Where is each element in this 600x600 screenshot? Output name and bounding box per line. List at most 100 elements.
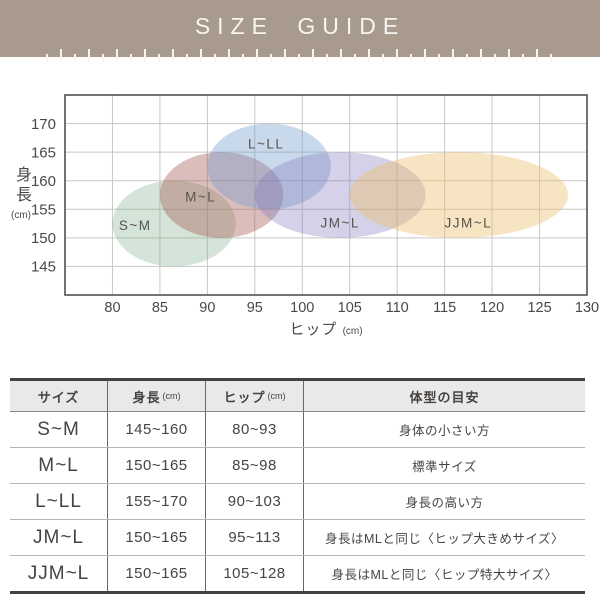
table-header-row: サイズ 身長 (cm) ヒップ (cm) 体型の目安: [10, 381, 585, 412]
ruler-tick: [214, 54, 216, 62]
ruler-tick: [46, 54, 48, 62]
header-unit: (cm): [162, 391, 181, 401]
x-tick-label: 95: [247, 300, 263, 316]
y-axis-unit: (cm): [11, 210, 31, 221]
header-label: ヒップ: [223, 389, 266, 405]
ruler-tick: [228, 49, 230, 62]
size-ellipse-label: M~L: [185, 189, 216, 204]
x-tick-label: 120: [480, 300, 504, 316]
y-tick-labels: 145 150 155 160 165 170: [31, 116, 56, 276]
ruler-tick: [438, 54, 440, 62]
x-axis-title: ヒップ (cm): [65, 318, 587, 339]
ruler-tick: [466, 54, 468, 62]
ruler-tick: [200, 49, 202, 62]
ruler-tick: [256, 49, 258, 62]
table-row: L~LL 155~170 90~103 身長の高い方: [10, 484, 585, 520]
ruler-tick: [172, 49, 174, 62]
chart-frame: [64, 94, 588, 296]
table-row: S~M 145~160 80~93 身体の小さい方: [10, 412, 585, 448]
cell-size: JJM~L: [10, 556, 108, 591]
ruler-tick: [116, 49, 118, 62]
x-tick-label: 105: [338, 300, 362, 316]
cell-body-type: 身長はMLと同じ〈ヒップ大きめサイズ〉: [325, 532, 564, 546]
y-tick-label: 145: [31, 259, 56, 276]
cell-height: 145~160: [108, 412, 206, 447]
header-label: サイズ: [37, 389, 80, 405]
ruler-tick: [396, 49, 398, 62]
cell-body-type: 標準サイズ: [412, 460, 477, 474]
ruler-tick: [354, 54, 356, 62]
cell-hip: 95~113: [206, 520, 304, 555]
ruler-tick: [410, 54, 412, 62]
cell-body-type: 身長はMLと同じ〈ヒップ特大サイズ〉: [331, 568, 558, 582]
header-cell: 体型の目安: [304, 381, 585, 411]
cell-hip: 90~103: [206, 484, 304, 519]
ruler-tick: [270, 54, 272, 62]
x-tick-label: 125: [527, 300, 551, 316]
size-ellipse-label: S~M: [119, 218, 152, 233]
ruler-tick: [298, 54, 300, 62]
size-ellipse-JJM~L: [349, 152, 569, 238]
header-label: 身長: [132, 389, 161, 405]
ruler-tick: [522, 54, 524, 62]
ruler-tick: [102, 54, 104, 62]
cell-height: 150~165: [108, 448, 206, 483]
ruler-tick: [74, 54, 76, 62]
size-ellipse-S~M: [112, 180, 236, 267]
cell-hip: 85~98: [206, 448, 304, 483]
ruler-tick: [186, 54, 188, 62]
page-title: SIZE GUIDE: [194, 13, 406, 39]
ruler-tick: [508, 49, 510, 62]
cell-height: 155~170: [108, 484, 206, 519]
x-tick-label: 90: [199, 300, 215, 316]
cell-hip: 80~93: [206, 412, 304, 447]
ruler-tick: [130, 54, 132, 62]
y-axis-title: 身長 (cm): [7, 166, 35, 221]
header-cell: ヒップ (cm): [206, 381, 304, 411]
cell-body-type: 身長の高い方: [405, 496, 484, 510]
table-row: JJM~L 150~165 105~128 身長はMLと同じ〈ヒップ特大サイズ〉: [10, 556, 585, 591]
x-tick-label: 80: [104, 300, 120, 316]
size-table: サイズ 身長 (cm) ヒップ (cm) 体型の目安 S~M 145~160 80~93 身体の小…: [10, 378, 585, 594]
header-label: 体型の目安: [409, 389, 480, 405]
size-ellipse-label: L~LL: [248, 136, 284, 151]
ruler-tick: [144, 49, 146, 62]
header-banner: SIZE GUIDE: [0, 0, 600, 57]
size-ellipse-JM~L: [254, 152, 426, 238]
cell-body-type: 身体の小さい方: [398, 424, 490, 438]
y-tick-label: 165: [31, 144, 56, 161]
cell-size: L~LL: [10, 484, 108, 519]
ruler-tick: [368, 49, 370, 62]
size-ellipse-label: JJM~L: [445, 216, 493, 231]
ruler-tick: [424, 49, 426, 62]
ruler-tick: [340, 49, 342, 62]
size-ellipse-label: JM~L: [321, 216, 360, 231]
size-ellipse-L~LL: [207, 123, 331, 210]
ruler-tick: [284, 49, 286, 62]
y-tick-label: 170: [31, 116, 56, 133]
size-ellipses: [112, 123, 569, 267]
ruler-graphic: [46, 49, 552, 62]
ruler-tick: [480, 49, 482, 62]
ruler-tick: [326, 54, 328, 62]
header-unit: (cm): [267, 391, 286, 401]
size-chart-plot: S~M M~L L~LL JM~L JJM~L 80 85 90 95 100 105 110 115 1…: [31, 94, 599, 316]
ruler-tick: [452, 49, 454, 62]
ruler-tick: [88, 49, 90, 62]
size-ellipse-M~L: [159, 152, 284, 238]
x-axis-label: ヒップ: [289, 321, 338, 338]
header-cell: 身長 (cm): [108, 381, 206, 411]
x-tick-label: 100: [290, 300, 314, 316]
ruler-tick: [536, 49, 538, 62]
cell-hip: 105~128: [206, 556, 304, 591]
cell-size: M~L: [10, 448, 108, 483]
ruler-tick: [312, 49, 314, 62]
ruler-tick: [550, 54, 552, 62]
ruler-tick: [158, 54, 160, 62]
x-tick-label: 115: [433, 300, 456, 316]
ruler-tick: [242, 54, 244, 62]
x-axis-unit: (cm): [342, 326, 363, 337]
table-row: M~L 150~165 85~98 標準サイズ: [10, 448, 585, 484]
header-cell: サイズ: [10, 381, 108, 411]
